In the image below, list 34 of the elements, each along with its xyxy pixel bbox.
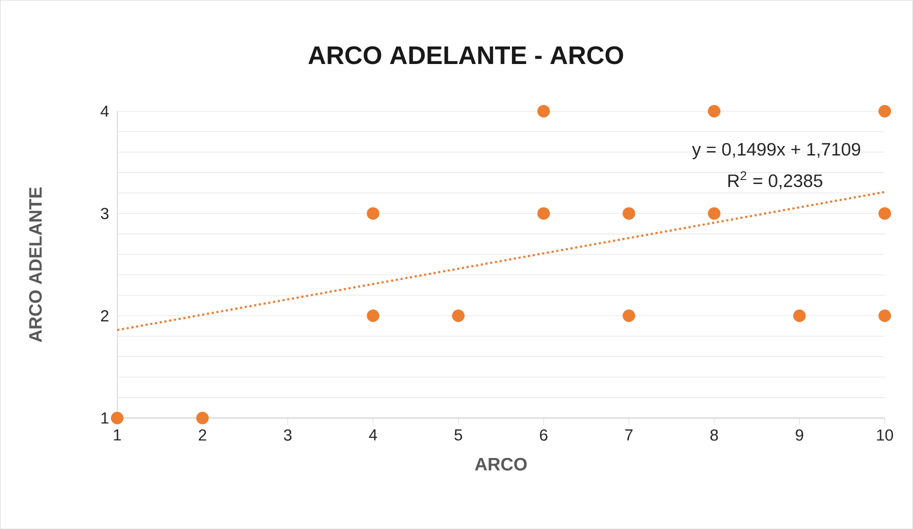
point [366,207,380,220]
x-axis-title: ARCO [474,458,527,470]
point [196,412,209,424]
point [878,309,892,322]
x-tick-label: 1 [114,429,121,440]
x-tick-label: 8 [710,429,718,441]
y-tick-label: 2 [101,310,108,322]
annotation: y = 0,1499x + 1,7109 [692,142,860,160]
x-tick-label: 4 [368,429,378,440]
y-tick-label: 4 [100,106,109,117]
annotation: R$^{2}$ = 0,2385 [728,171,822,190]
y-tick-label: 1 [101,412,108,424]
point [622,309,636,322]
point [537,104,550,118]
y-tick-label: 3 [100,208,108,220]
point [878,207,892,220]
x-tick-label: 6 [540,429,548,441]
point [537,207,550,220]
y-axis-title: ARCO ADELANTE [29,187,42,342]
x-tick-label: 9 [796,429,804,441]
chart-title: ARCO ADELANTE - ARCO [308,46,624,64]
point [366,309,380,322]
point [110,412,124,424]
point [878,104,892,118]
point [622,207,636,220]
x-tick-label: 2 [198,429,206,440]
point [793,309,806,322]
point [452,309,465,322]
x-tick-label: 10 [877,429,894,441]
point [708,104,720,118]
x-tick-label: 5 [454,429,462,440]
x-tick-label: 7 [625,429,633,440]
x-tick-label: 3 [284,429,292,441]
point [708,207,720,220]
